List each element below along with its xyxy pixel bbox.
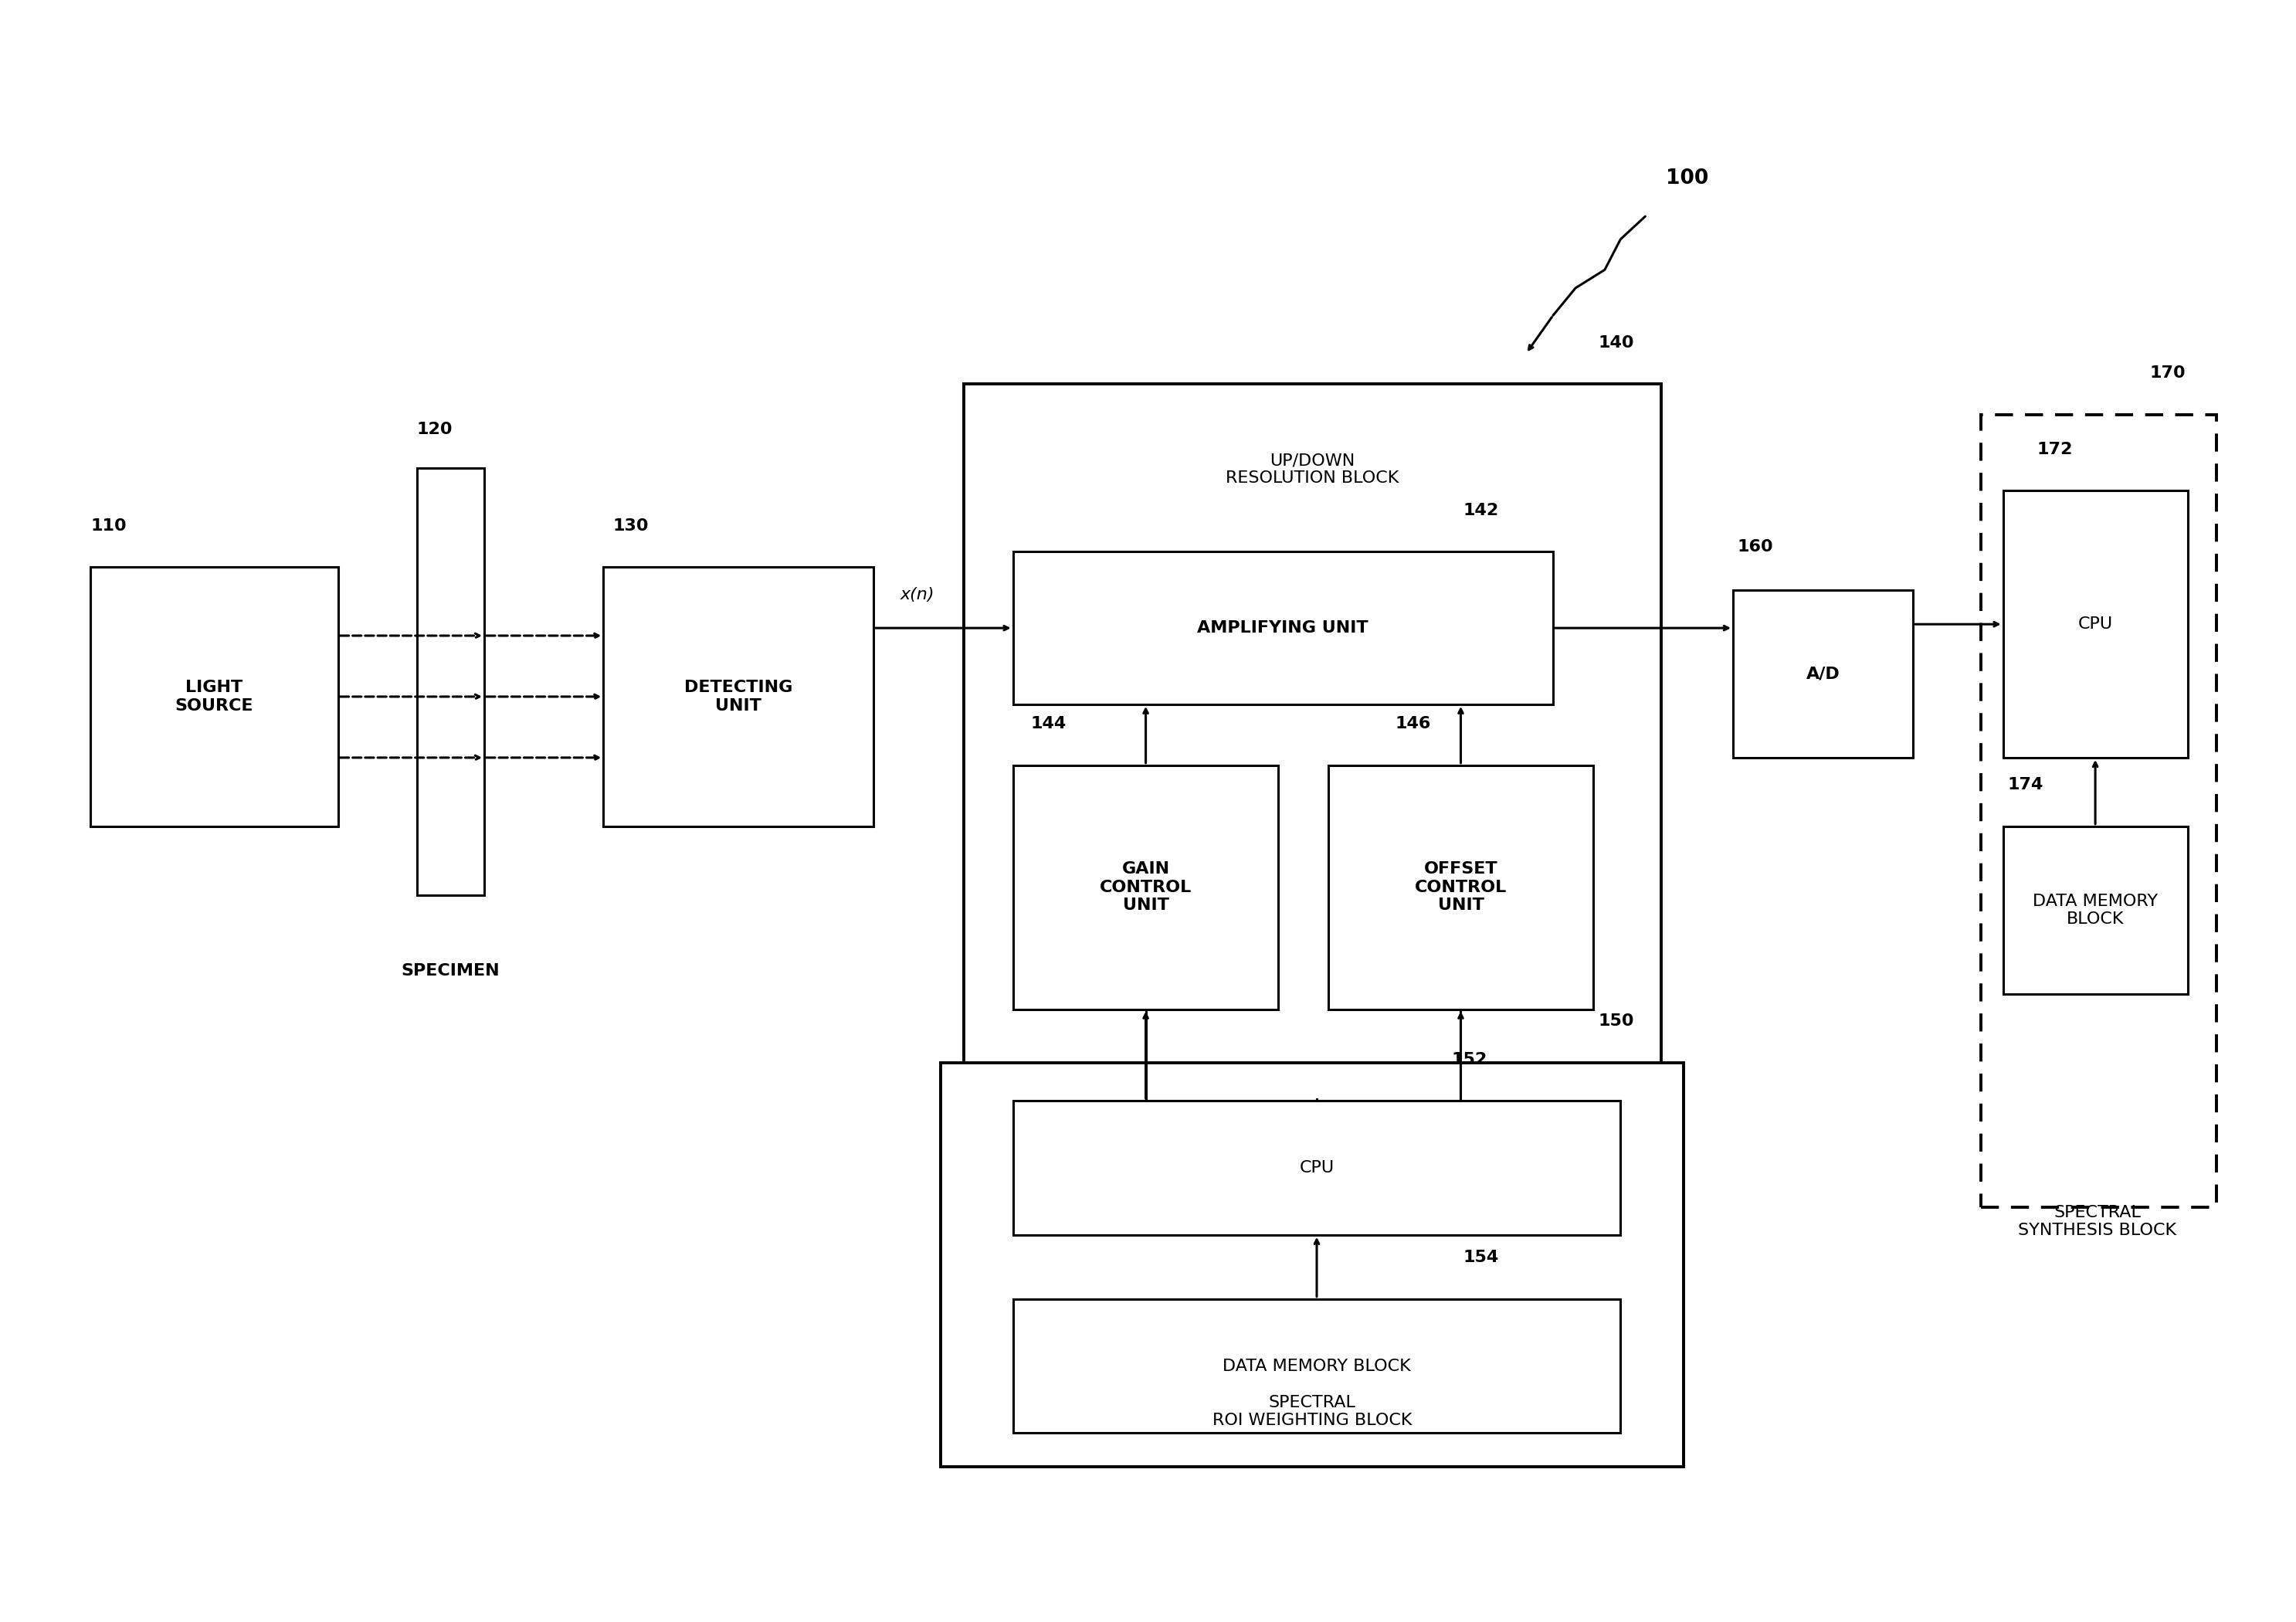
Text: DATA MEMORY
BLOCK: DATA MEMORY BLOCK	[2032, 894, 2158, 926]
Text: OFFSET
CONTROL
UNIT: OFFSET CONTROL UNIT	[1414, 861, 1506, 913]
Text: 150: 150	[1598, 1014, 1635, 1028]
Bar	[90, 568, 338, 826]
Text: 172: 172	[2037, 441, 2073, 457]
Bar	[964, 384, 1660, 1116]
Text: 110: 110	[90, 517, 126, 534]
Text: DETECTING
UNIT: DETECTING UNIT	[684, 680, 792, 714]
Bar	[1981, 415, 2216, 1207]
Bar	[1733, 590, 1913, 757]
Bar	[1013, 1101, 1621, 1234]
Text: GAIN
CONTROL
UNIT: GAIN CONTROL UNIT	[1100, 861, 1192, 913]
Text: CPU: CPU	[2078, 616, 2112, 633]
Text: 160: 160	[1738, 540, 1773, 555]
Bar	[2002, 826, 2188, 994]
Bar	[1013, 766, 1279, 1009]
Bar	[416, 467, 484, 895]
Text: 142: 142	[1463, 503, 1499, 519]
Text: 154: 154	[1463, 1251, 1499, 1265]
Text: 146: 146	[1396, 717, 1430, 732]
Bar	[1327, 766, 1593, 1009]
Text: 144: 144	[1031, 717, 1068, 732]
Text: SPECTRAL
SYNTHESIS BLOCK: SPECTRAL SYNTHESIS BLOCK	[2018, 1205, 2177, 1238]
Text: A/D: A/D	[1807, 667, 1839, 681]
Text: SPECIMEN: SPECIMEN	[402, 963, 501, 980]
Text: 170: 170	[2149, 365, 2186, 381]
Bar	[1013, 551, 1552, 704]
Bar	[1013, 1299, 1621, 1434]
Text: 152: 152	[1451, 1051, 1488, 1067]
Text: LIGHT
SOURCE: LIGHT SOURCE	[174, 680, 253, 714]
Text: AMPLIFYING UNIT: AMPLIFYING UNIT	[1199, 620, 1368, 636]
Text: 174: 174	[2007, 777, 2043, 793]
Bar	[2002, 491, 2188, 757]
Text: CPU: CPU	[1300, 1160, 1334, 1176]
Text: 140: 140	[1598, 336, 1635, 350]
Text: UP/DOWN
RESOLUTION BLOCK: UP/DOWN RESOLUTION BLOCK	[1226, 453, 1398, 487]
Text: 130: 130	[613, 517, 647, 534]
Text: DATA MEMORY BLOCK: DATA MEMORY BLOCK	[1224, 1358, 1410, 1374]
Text: 100: 100	[1665, 169, 1708, 188]
Text: 120: 120	[416, 422, 452, 438]
Text: x(n): x(n)	[900, 587, 934, 602]
Bar	[604, 568, 872, 826]
Text: SPECTRAL
ROI WEIGHTING BLOCK: SPECTRAL ROI WEIGHTING BLOCK	[1212, 1395, 1412, 1429]
Bar	[941, 1062, 1683, 1466]
